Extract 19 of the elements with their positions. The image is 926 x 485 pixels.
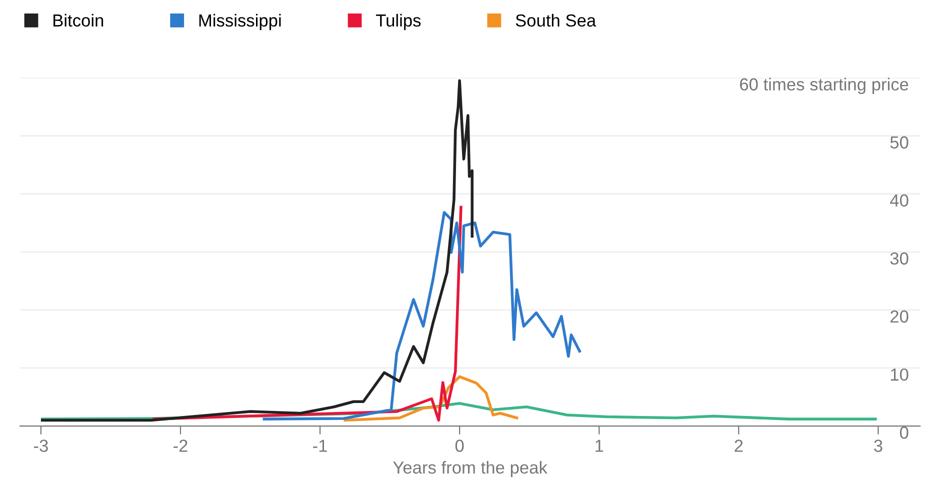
x-tick-label: -2 — [174, 440, 188, 452]
y-tick-label: 20 — [890, 310, 908, 323]
y-tick-label: 10 — [890, 368, 908, 381]
legend-label: Tulips — [376, 14, 421, 30]
x-tick-label: -3 — [34, 440, 48, 452]
y-tick-label: 40 — [890, 194, 908, 207]
x-tick-label: 0 — [455, 440, 464, 452]
legend-label: Mississippi — [199, 14, 281, 30]
y-tick-label: 50 — [890, 136, 908, 149]
y-tick-label: 60 times starting price — [740, 78, 908, 94]
legend-label: Bitcoin — [54, 14, 104, 27]
x-tick-label: 3 — [874, 440, 882, 452]
legend-label: South Sea — [516, 14, 596, 27]
y-tick-label: 0 — [900, 426, 908, 439]
x-tick-label: 2 — [734, 440, 743, 452]
x-tick-label: -1 — [313, 440, 327, 452]
y-tick-label: 30 — [890, 252, 908, 265]
x-axis-title: Years from the peak — [393, 460, 548, 478]
x-tick-label: 1 — [596, 440, 604, 452]
